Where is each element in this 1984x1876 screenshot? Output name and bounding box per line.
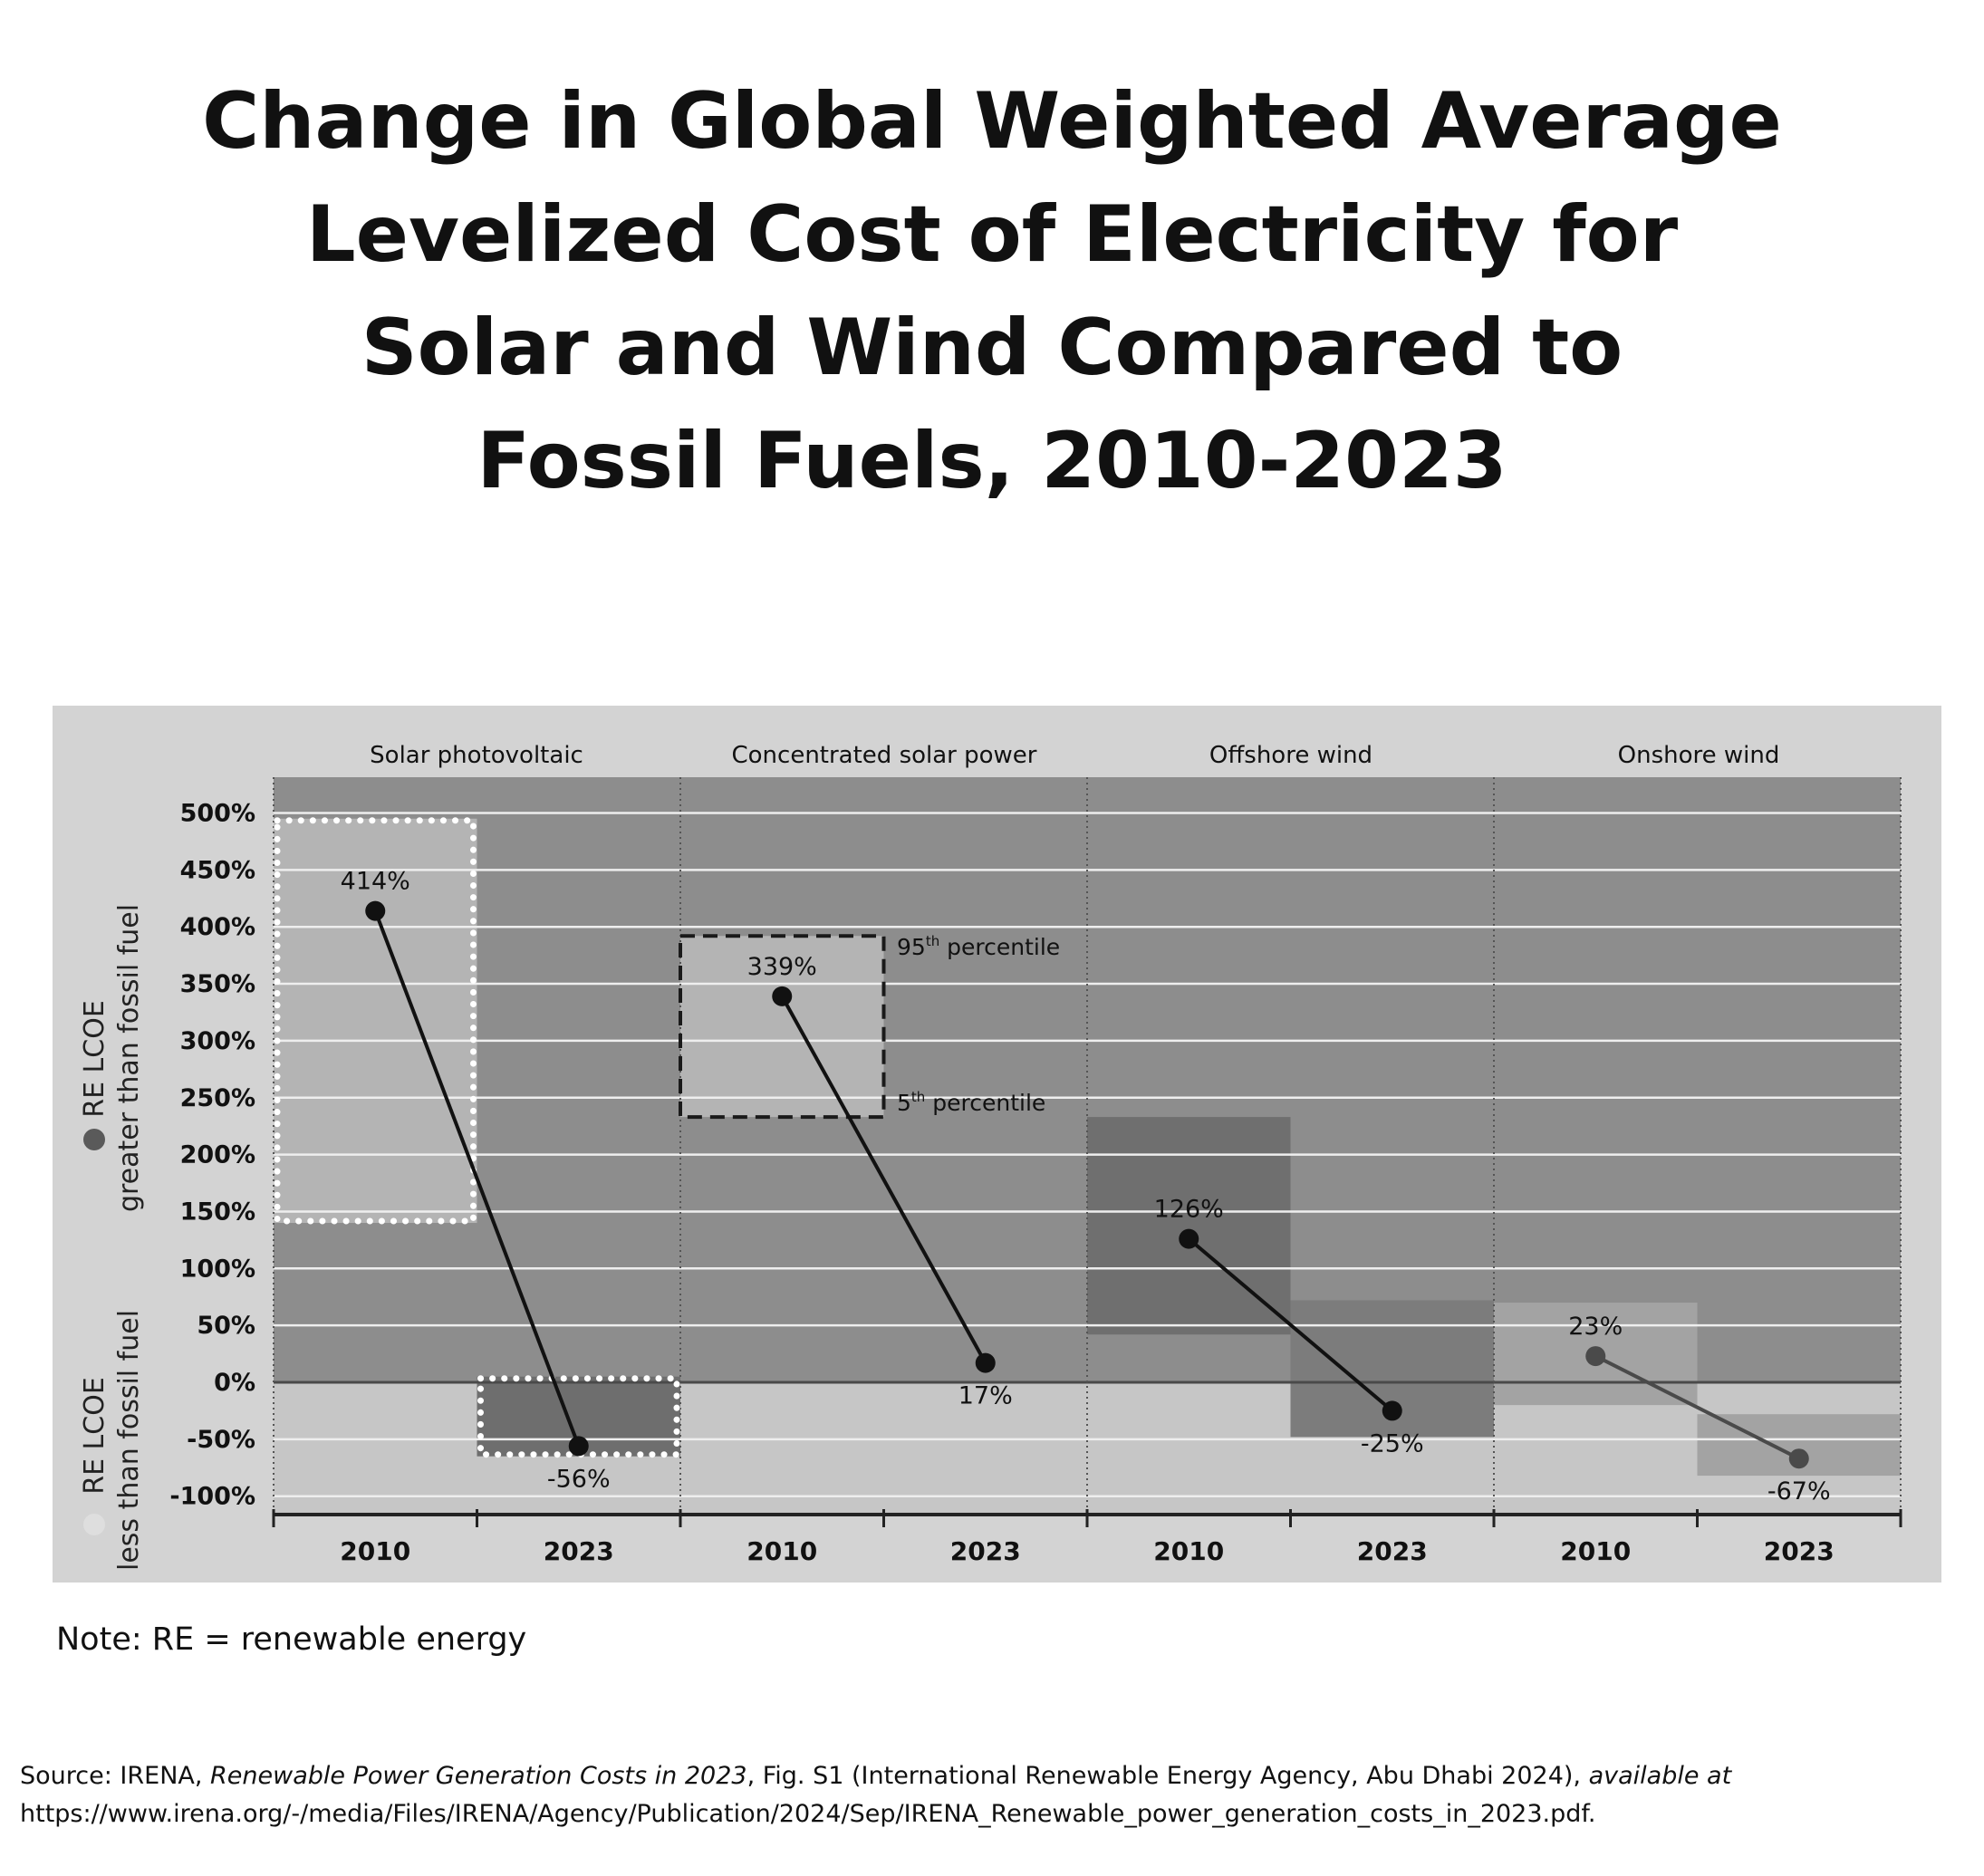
x-axis: 2010 2023 2010 2023 2010 2023 2010 2023 xyxy=(272,1509,1902,1566)
series-lines: 414% -56% 339% 17% 126% -25% 23% -67% xyxy=(341,868,1831,1506)
p5-sup: th xyxy=(911,1089,925,1105)
y-tick-label: 400% xyxy=(180,913,255,941)
y-tick-label: -50% xyxy=(187,1426,255,1454)
title-line: Solar and Wind Compared to xyxy=(361,303,1623,393)
data-label-2010: 23% xyxy=(1568,1313,1623,1341)
group-header-csp: Concentrated solar power xyxy=(731,742,1036,769)
data-label-2023: -25% xyxy=(1361,1429,1424,1458)
chart-title: Change in Global Weighted Average Leveli… xyxy=(91,65,1893,518)
source-details: , Fig. S1 (International Renewable Energ… xyxy=(746,1762,1589,1790)
data-label-2010: 414% xyxy=(341,868,410,896)
y-axis-ticks: 500% 450% 400% 350% 300% 250% 200% 150% 100% 50% 0… xyxy=(169,800,255,1511)
data-label-2010: 339% xyxy=(747,953,817,981)
p5-base: 5 xyxy=(897,1090,911,1116)
data-label-2023: -67% xyxy=(1767,1477,1831,1506)
y-tick-label: 500% xyxy=(180,800,255,828)
y-tick-label: 200% xyxy=(180,1141,255,1169)
y-tick-label: 300% xyxy=(180,1027,255,1055)
x-tick-label: 2010 xyxy=(1560,1536,1631,1566)
y-tick-label: 350% xyxy=(180,970,255,998)
group-header-offshore-wind: Offshore wind xyxy=(1209,742,1372,769)
series-line xyxy=(373,909,581,1448)
x-tick-label: 2023 xyxy=(1357,1536,1428,1566)
group-headers: Solar photovoltaic Concentrated solar po… xyxy=(370,742,1779,769)
group-header-solar-pv: Solar photovoltaic xyxy=(370,742,583,769)
less-marker-dot xyxy=(83,1514,105,1535)
series-line xyxy=(780,995,987,1364)
p95-rest: percentile xyxy=(939,934,1060,960)
data-point-2023 xyxy=(568,1436,589,1457)
x-tick-label: 2023 xyxy=(1764,1536,1835,1566)
data-point-2010 xyxy=(772,986,793,1006)
source-title: Renewable Power Generation Costs in 2023 xyxy=(210,1762,747,1790)
p5-annotation: 5th percentile xyxy=(897,1089,1045,1116)
title-line: Fossil Fuels, 2010-2023 xyxy=(477,416,1507,506)
less-label-line2: less than fossil fuel xyxy=(113,1310,145,1571)
group-dividers xyxy=(273,777,1902,1515)
percentile-range-outline xyxy=(679,934,886,1120)
title-line: Change in Global Weighted Average xyxy=(202,76,1782,167)
source-available-at: available at xyxy=(1588,1762,1732,1790)
series-line xyxy=(1594,1354,1800,1461)
y-tick-label: 450% xyxy=(180,856,255,884)
y-tick-label: 100% xyxy=(180,1255,255,1283)
data-point-2010 xyxy=(365,900,386,921)
data-point-2010 xyxy=(1585,1346,1606,1367)
data-label-2023: 17% xyxy=(958,1382,1013,1410)
data-point-2023 xyxy=(1788,1448,1809,1469)
x-tick-label: 2023 xyxy=(950,1536,1021,1566)
greater-label-line2: greater than fossil fuel xyxy=(113,904,145,1212)
y-tick-label: 50% xyxy=(197,1312,255,1340)
data-label-2010: 126% xyxy=(1154,1196,1224,1224)
data-label-2023: -56% xyxy=(547,1465,611,1493)
less-label-line1: RE LCOE xyxy=(79,1377,111,1495)
p95-sup: th xyxy=(926,933,939,949)
y-axis-category-labels: RE LCOE greater than fossil fuel RE LCOE… xyxy=(79,904,145,1571)
source-citation: Source: IRENA, Renewable Power Generatio… xyxy=(20,1757,1968,1833)
series-line xyxy=(1187,1237,1394,1412)
p5-rest: percentile xyxy=(925,1090,1045,1116)
percentile-annotations: 95th percentile 5th percentile xyxy=(897,933,1060,1116)
x-tick-label: 2010 xyxy=(746,1536,817,1566)
y-tick-label: -100% xyxy=(169,1483,255,1511)
y-tick-label: 150% xyxy=(180,1198,255,1226)
percentile-range-fill xyxy=(1087,1117,1291,1335)
title-line: Levelized Cost of Electricity for xyxy=(305,189,1679,280)
x-tick-label: 2010 xyxy=(1153,1536,1224,1566)
source-prefix: Source: IRENA, xyxy=(20,1762,211,1790)
y-tick-label: 250% xyxy=(180,1084,255,1112)
greater-label-line1: RE LCOE xyxy=(79,1000,111,1118)
p95-base: 95 xyxy=(897,934,926,960)
data-point-2023 xyxy=(975,1352,996,1373)
greater-marker-dot xyxy=(83,1129,105,1150)
y-tick-label: 0% xyxy=(214,1369,255,1397)
footnote: Note: RE = renewable energy xyxy=(56,1621,527,1658)
x-tick-label: 2023 xyxy=(544,1536,614,1566)
data-point-2010 xyxy=(1179,1228,1199,1249)
group-header-onshore-wind: Onshore wind xyxy=(1618,742,1780,769)
x-tick-label: 2010 xyxy=(340,1536,410,1566)
data-point-2023 xyxy=(1382,1400,1402,1421)
p95-annotation: 95th percentile xyxy=(897,933,1060,960)
percentile-range-fill xyxy=(680,936,884,1118)
percentile-range-outline xyxy=(274,817,477,1225)
source-url: https://www.irena.org/-/media/Files/IREN… xyxy=(20,1800,1596,1828)
